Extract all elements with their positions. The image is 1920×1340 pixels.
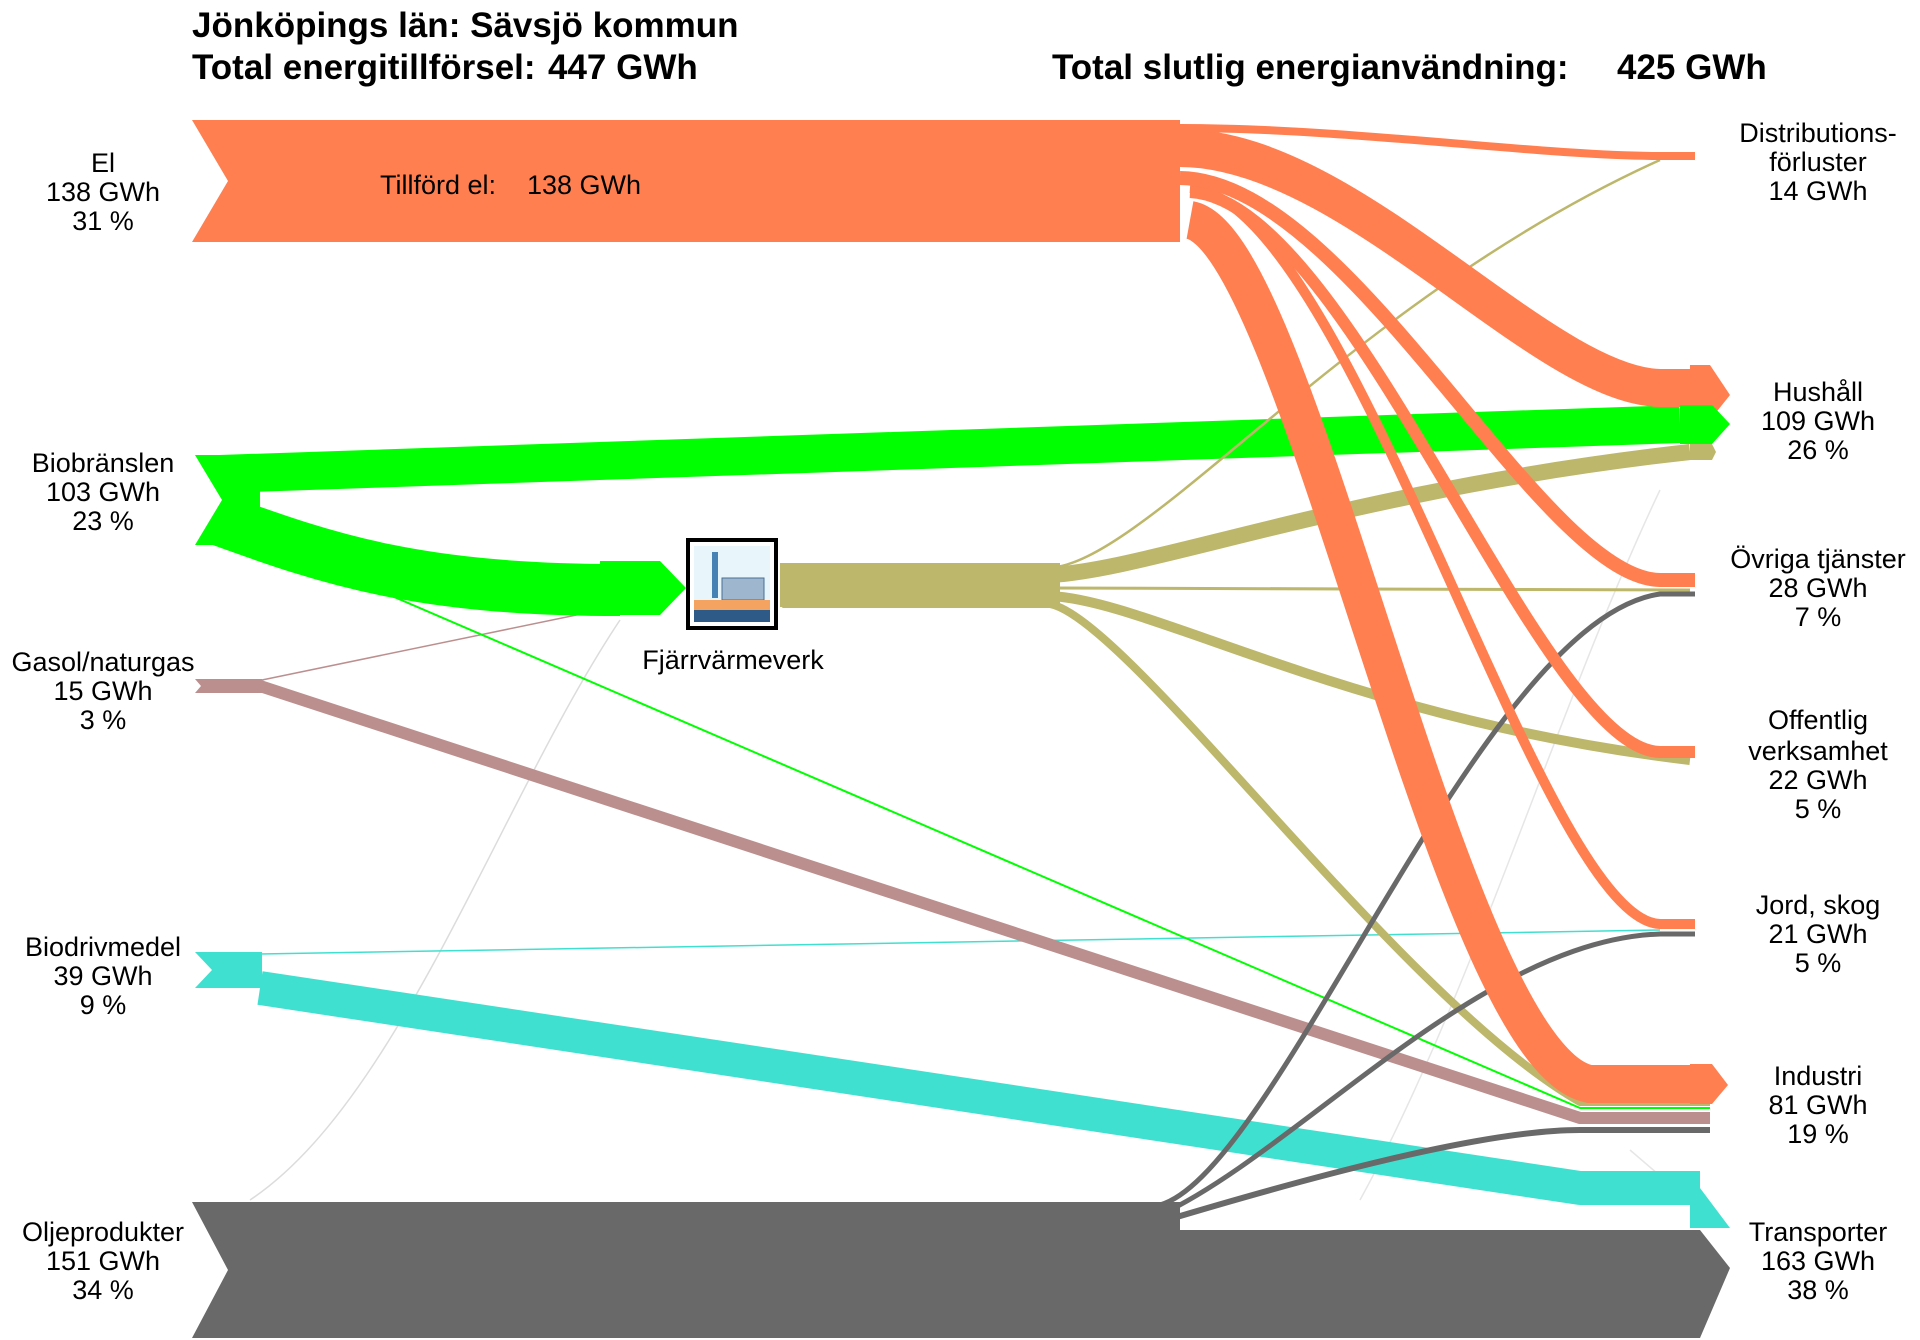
flow-gas-plant (261, 605, 621, 681)
sink-label-transport: Transporter 163 GWh 38 % (1749, 1217, 1888, 1305)
sink-line: Jord, skog (1756, 890, 1881, 920)
sink-line: Hushåll (1773, 377, 1863, 407)
source-name: Biodrivmedel (25, 932, 181, 962)
source-pct: 34 % (72, 1275, 134, 1305)
flow-heat-hushall (1049, 444, 1691, 583)
source-label-gas: Gasol/naturgas 15 GWh 3 % (11, 647, 194, 735)
sink-arrow-industry (1690, 1064, 1728, 1104)
flow-el-ovriga (1179, 171, 1695, 587)
source-value: 39 GWh (53, 961, 152, 991)
sink-line: förluster (1769, 147, 1867, 177)
sink-line: 163 GWh (1761, 1246, 1875, 1276)
source-arrow-biodriv (195, 952, 262, 988)
source-name: El (91, 148, 115, 178)
flow-el-offentlig (1189, 186, 1695, 758)
sink-line: 81 GWh (1768, 1090, 1867, 1120)
plant-output-arrow (782, 563, 1060, 608)
total-supply-value: 447 GWh (548, 48, 698, 87)
sink-label-jord: Jord, skog 21 GWh 5 % (1756, 890, 1881, 978)
sink-arrow-transport (1690, 1188, 1730, 1228)
source-name: Oljeprodukter (22, 1217, 184, 1247)
el-inner-label: Tillförd el: (380, 170, 496, 200)
source-arrow-bio (195, 455, 260, 545)
source-pct: 31 % (72, 206, 134, 236)
sink-line: 28 GWh (1768, 573, 1867, 603)
source-value: 15 GWh (53, 676, 152, 706)
flow-gas-industry (258, 680, 1710, 1124)
source-label-biodriv: Biodrivmedel 39 GWh 9 % (25, 932, 181, 1020)
sink-line: 21 GWh (1768, 919, 1867, 949)
flow-heat-dist (1049, 158, 1661, 570)
sink-label-ovriga: Övriga tjänster 28 GWh 7 % (1730, 544, 1906, 632)
el-inner-value: 138 GWh (527, 170, 641, 200)
flow-el-hushall (1179, 129, 1695, 407)
flow-oil-ovriga (1159, 591, 1695, 1208)
sink-label-industri: Industri 81 GWh 19 % (1768, 1061, 1867, 1149)
sink-label-hushall: Hushåll 109 GWh 26 % (1761, 377, 1875, 465)
source-arrow-el (192, 120, 1180, 242)
flow-oil-transport (1170, 1230, 1730, 1338)
sink-line: Distributions- (1739, 118, 1897, 148)
sink-line: Industri (1774, 1061, 1863, 1091)
source-label-el: El 138 GWh 31 % (46, 148, 160, 236)
sink-label-offentlig: Offentlig verksamhet 22 GWh 5 % (1748, 705, 1888, 824)
source-name: Biobränslen (32, 448, 175, 478)
sink-line: 19 % (1787, 1119, 1849, 1149)
source-label-oil: Oljeprodukter 151 GWh 34 % (22, 1217, 184, 1305)
sink-line: verksamhet (1748, 736, 1888, 766)
flow-el-dist (1179, 124, 1695, 160)
flow-biodrivmedel-jord (259, 929, 1661, 955)
flow-el-industry (1183, 201, 1700, 1103)
sink-line: 5 % (1795, 948, 1842, 978)
source-arrow-gas (195, 679, 262, 693)
plant-icon (686, 538, 778, 630)
flow-heat-offentlig (1049, 591, 1691, 765)
flow-oil-to-plant (249, 619, 621, 1201)
source-pct: 9 % (80, 990, 127, 1020)
flows (211, 124, 1710, 1225)
source-value: 103 GWh (46, 477, 160, 507)
sink-line: 26 % (1787, 435, 1849, 465)
sink-label-dist: Distributions- förluster 14 GWh (1739, 118, 1897, 206)
plant-label: Fjärrvärmeverk (642, 645, 824, 675)
source-pct: 3 % (80, 705, 127, 735)
sink-line: Övriga tjänster (1730, 544, 1906, 574)
flow-oil-jord (1158, 931, 1695, 1218)
flow-heat-industry (1048, 600, 1710, 1106)
flow-oil-industry (1159, 1127, 1710, 1225)
total-use-value: 425 GWh (1617, 48, 1767, 87)
source-value: 138 GWh (46, 177, 160, 207)
sink-arrow-hushall-heat (1690, 444, 1716, 460)
flow-bio-industry (261, 539, 1710, 1109)
plant-input-arrow (600, 561, 686, 615)
total-use-label: Total slutlig energianvändning: (1052, 48, 1569, 87)
source-value: 151 GWh (46, 1246, 160, 1276)
sink-line: Transporter (1749, 1217, 1888, 1247)
sink-line: 7 % (1795, 602, 1842, 632)
sink-line: 109 GWh (1761, 406, 1875, 436)
sink-line: 14 GWh (1768, 176, 1867, 206)
flow-bio-hushall (219, 405, 1681, 493)
sink-line: Offentlig (1768, 705, 1868, 735)
region-title: Jönköpings län: Sävsjö kommun (192, 6, 738, 45)
flow-biodrivmedel-transport (257, 971, 1700, 1205)
sink-arrow-hushall-bio (1680, 405, 1730, 444)
sink-line: 5 % (1795, 794, 1842, 824)
source-label-bio: Biobränslen 103 GWh 23 % (32, 448, 175, 536)
sink-line: 22 GWh (1768, 765, 1867, 795)
flow-oil-faint-up (1359, 489, 1661, 1201)
source-arrow-oil (192, 1202, 1180, 1338)
source-name: Gasol/naturgas (11, 647, 194, 677)
sink-line: 38 % (1787, 1275, 1849, 1305)
flow-bio-plant (211, 495, 621, 616)
source-pct: 23 % (72, 506, 134, 536)
total-supply-label: Total energitillförsel: (192, 48, 536, 87)
